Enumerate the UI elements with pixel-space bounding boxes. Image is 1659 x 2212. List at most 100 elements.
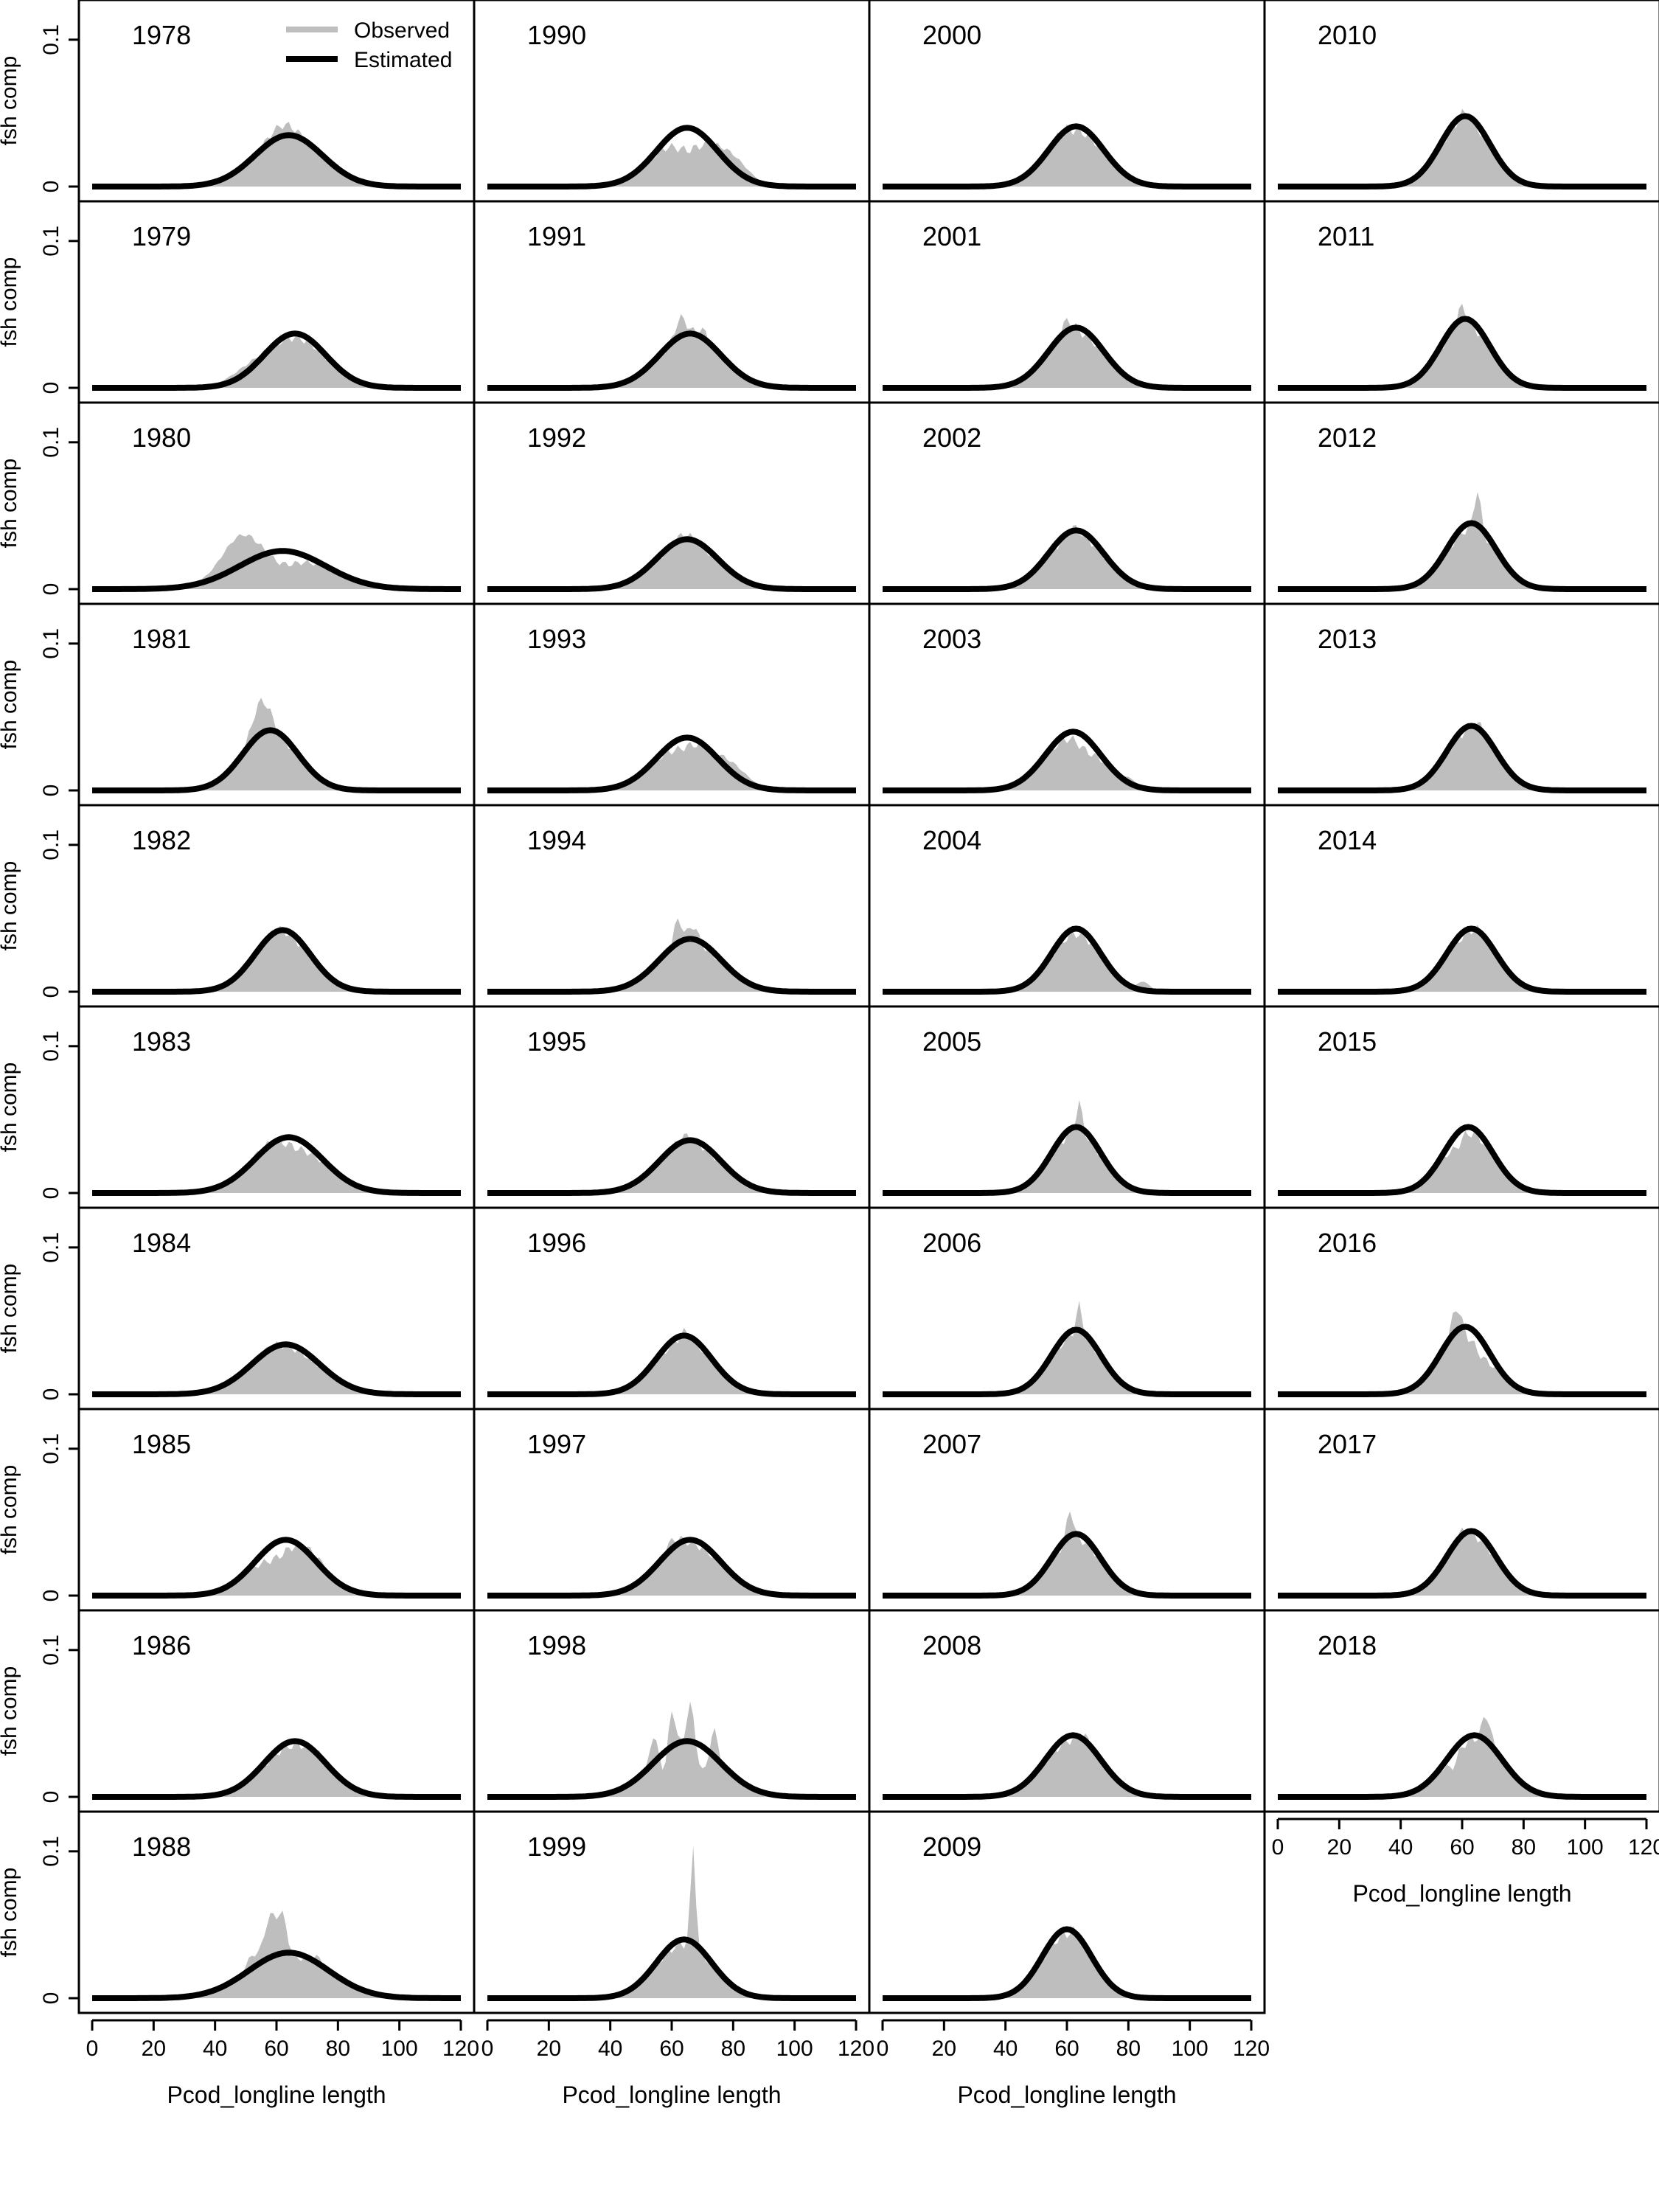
estimated-line-1999	[487, 1936, 856, 2001]
y-tick-label-0-1986: 0	[39, 1791, 63, 1804]
y-tick-label-0-1988: 0	[39, 1992, 63, 2005]
year-label-1996: 1996	[527, 1228, 586, 1258]
panel-1980: 1980 0 0.1 fsh comp	[0, 401, 476, 605]
panel-1999: 1999 0 20 40 60 80 100 120 Pcod_longline length	[473, 1810, 874, 2108]
panel-1995: 1995	[473, 1005, 871, 1209]
x-tick-label-60-col0: 60	[264, 2037, 288, 2061]
panel-1994: 1994	[473, 804, 871, 1008]
estimated-line-2015	[1278, 1124, 1646, 1196]
year-label-1985: 1985	[132, 1429, 191, 1459]
y-tick-label-1-1983: 0.1	[39, 1031, 63, 1062]
y-axis-title-1982: fsh comp	[0, 861, 21, 951]
x-axis-title-col1: Pcod_longline length	[562, 2081, 781, 2108]
observed-area-1996	[487, 1327, 856, 1394]
panel-1990: 1990	[473, 0, 871, 203]
panel-2008: 2008	[868, 1609, 1266, 1813]
y-tick-label-1-1984: 0.1	[39, 1232, 63, 1263]
estimated-line-1981	[92, 727, 461, 793]
y-axis-title-1985: fsh comp	[0, 1465, 21, 1555]
panel-2012: 2012	[1263, 401, 1659, 605]
estimated-line-1983	[92, 1134, 461, 1196]
observed-area-1983	[92, 1138, 461, 1193]
estimated-line-2016	[1278, 1324, 1646, 1397]
y-tick-label-1-1985: 0.1	[39, 1433, 63, 1464]
y-tick-label-1-1980: 0.1	[39, 427, 63, 458]
observed-area-1999	[487, 1846, 856, 1998]
year-label-2004: 2004	[922, 825, 981, 855]
estimated-line-1986	[92, 1738, 461, 1800]
year-label-2002: 2002	[922, 422, 981, 453]
observed-area-2012	[1278, 492, 1646, 589]
estimated-line-1991	[487, 330, 856, 391]
panel-1997: 1997	[473, 1408, 871, 1612]
year-label-2010: 2010	[1318, 20, 1377, 50]
estimated-line-2017	[1278, 1528, 1646, 1599]
year-label-1979: 1979	[132, 221, 191, 251]
x-tick-label-80-col0: 80	[326, 2037, 350, 2061]
x-tick-label-0-col0: 0	[86, 2037, 99, 2061]
estimated-line-1978	[92, 132, 461, 189]
year-label-2005: 2005	[922, 1026, 981, 1057]
panel-1992: 1992	[473, 401, 871, 605]
y-tick-label-0-1984: 0	[39, 1388, 63, 1401]
y-axis-title-1978: fsh comp	[0, 56, 21, 146]
estimated-line-1994	[487, 936, 856, 995]
year-label-2015: 2015	[1318, 1026, 1377, 1057]
estimated-line-2005	[883, 1124, 1251, 1196]
x-tick-label-0-col2: 0	[877, 2037, 889, 2061]
y-tick-label-0-1981: 0	[39, 785, 63, 797]
observed-area-2007	[883, 1512, 1251, 1596]
y-axis-title-1983: fsh comp	[0, 1062, 21, 1152]
panel-1996: 1996	[473, 1206, 871, 1411]
year-label-2006: 2006	[922, 1228, 981, 1258]
y-tick-label-1-1986: 0.1	[39, 1635, 63, 1666]
y-axis-title-1986: fsh comp	[0, 1666, 21, 1756]
panel-2014: 2014	[1263, 804, 1659, 1008]
estimated-line-1980	[92, 548, 461, 592]
observed-area-1982	[92, 925, 461, 992]
year-label-1984: 1984	[132, 1228, 191, 1258]
year-label-1994: 1994	[527, 825, 586, 855]
year-label-1990: 1990	[527, 20, 586, 50]
estimated-line-1979	[92, 330, 461, 391]
estimated-line-2000	[883, 123, 1251, 189]
estimated-line-1995	[487, 1137, 856, 1196]
x-tick-label-80-col1: 80	[721, 2037, 745, 2061]
estimated-line-1988	[92, 1950, 461, 2001]
year-label-1981: 1981	[132, 624, 191, 654]
x-tick-label-40-col1: 40	[598, 2037, 622, 2061]
panel-2003: 2003	[868, 602, 1266, 807]
panel-2004: 2004	[868, 804, 1266, 1008]
year-label-2007: 2007	[922, 1429, 981, 1459]
y-tick-label-1-1981: 0.1	[39, 628, 63, 659]
observed-area-1981	[92, 698, 461, 790]
x-tick-label-100-col3: 100	[1567, 1835, 1604, 1860]
observed-area-2004	[883, 931, 1251, 992]
panel-frame-2009	[868, 1810, 1266, 2014]
legend: Observed Estimated	[286, 18, 452, 72]
x-tick-label-80-col3: 80	[1512, 1835, 1536, 1860]
observed-area-1995	[487, 1133, 856, 1193]
x-tick-label-20-col0: 20	[142, 2037, 166, 2061]
panel-2011: 2011	[1263, 200, 1659, 404]
year-label-2001: 2001	[922, 221, 981, 251]
observed-area-1980	[92, 534, 461, 589]
estimated-line-1985	[92, 1537, 461, 1599]
y-axis-title-1981: fsh comp	[0, 660, 21, 750]
observed-area-2001	[883, 318, 1251, 388]
y-tick-label-1-1978: 0.1	[39, 24, 63, 55]
year-label-1992: 1992	[527, 422, 586, 453]
y-tick-label-0-1983: 0	[39, 1187, 63, 1200]
legend-observed-label: Observed	[354, 18, 450, 43]
observed-area-2013	[1278, 722, 1646, 790]
panel-1985: 1985 0 0.1 fsh comp	[0, 1408, 476, 1612]
estimated-line-1998	[487, 1738, 856, 1800]
observed-area-2018	[1278, 1717, 1646, 1797]
observed-area-2009	[883, 1926, 1251, 1998]
y-axis-title-1984: fsh comp	[0, 1264, 21, 1354]
year-label-1997: 1997	[527, 1429, 586, 1459]
year-label-2008: 2008	[922, 1630, 981, 1660]
estimated-line-2010	[1278, 113, 1646, 189]
estimated-line-1982	[92, 927, 461, 995]
observed-area-2008	[883, 1733, 1251, 1797]
